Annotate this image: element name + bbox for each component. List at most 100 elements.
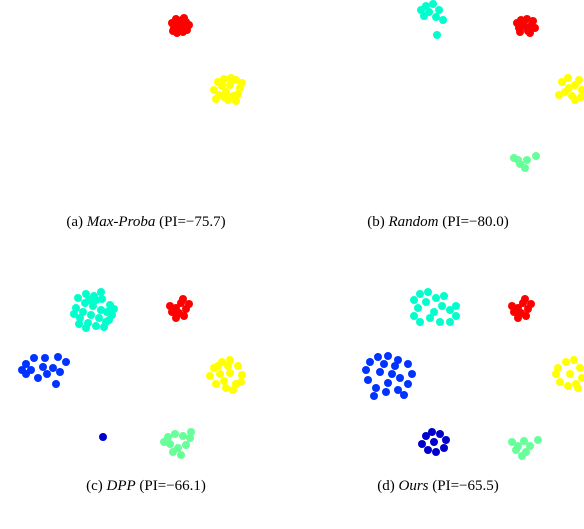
scatter-point [216,370,224,378]
caption-b-label: (b) [367,214,385,230]
scatter-point [564,74,572,82]
series-4 [418,428,450,456]
scatter-point [74,294,82,302]
scatter-plot-b [417,0,584,172]
scatter-point [175,22,183,30]
scatter-point [183,26,191,34]
scatter-point [552,370,560,378]
scatter-point [222,384,230,392]
scatter-point [517,309,525,317]
scatter-point [100,323,108,331]
scatter-point [430,438,438,446]
scatter-point [410,296,418,304]
series-3 [510,152,540,172]
scatter-point [439,16,447,24]
scatter-point [232,97,240,105]
scatter-point [220,93,228,101]
scatter-point [166,302,174,310]
caption-d: (d) Ours (PI=−65.5) [292,478,584,495]
scatter-point [18,366,26,374]
series-3 [552,356,584,392]
scatter-point [404,380,412,388]
scatter-point [428,428,436,436]
series-5 [508,436,542,460]
scatter-point [99,433,107,441]
scatter-point [22,360,30,368]
scatter-point [400,391,408,399]
scatter-point [87,311,95,319]
scatter-point [226,369,234,377]
scatter-point [370,392,378,400]
scatter-point [185,300,193,308]
caption-b-method: Random [388,214,439,230]
scatter-point [430,308,438,316]
series-1 [210,74,246,105]
scatter-point [30,354,38,362]
scatter-point [452,312,460,320]
caption-d-label: (d) [377,478,395,494]
scatter-point [79,308,87,316]
scatter-point [566,370,574,378]
scatter-point [226,81,234,89]
scatter-point [376,368,384,376]
scatter-point [177,451,185,459]
scatter-point [70,310,78,318]
scatter-point [43,370,51,378]
series-0 [508,295,535,322]
panel-b: (b) Random (PI=−80.0) [292,0,584,264]
panel-a: (a) Max-Proba (PI=−75.7) [0,0,292,264]
scatter-point [56,368,64,376]
scatter-point [186,434,194,442]
scatter-point [523,156,531,164]
scatter-point [372,384,380,392]
scatter-point [574,384,582,392]
scatter-point [429,0,437,8]
scatter-point [27,366,35,374]
caption-c: (c) DPP (PI=−66.1) [0,478,292,495]
scatter-point [436,430,444,438]
scatter-point [362,366,370,374]
scatter-point [414,304,422,312]
scatter-point [224,362,232,370]
scatter-point [234,362,242,370]
scatter-point [394,356,402,364]
scatter-point [187,428,195,436]
caption-c-method: DPP [106,478,136,494]
series-1 [70,288,118,332]
scatter-point [82,324,90,332]
caption-c-pi: (PI=−66.1) [139,478,206,494]
scatter-point [220,377,228,385]
scatter-point [534,436,542,444]
caption-d-method: Ours [398,478,429,494]
scatter-point [105,316,113,324]
series-3 [206,356,246,394]
scatter-point [424,288,432,296]
scatter-point [206,372,214,380]
scatter-point [382,388,390,396]
scatter-point [54,353,62,361]
panel-d: (d) Ours (PI=−65.5) [292,264,584,528]
caption-b: (b) Random (PI=−80.0) [292,214,584,231]
scatter-point [391,362,399,370]
scatter-point [521,295,529,303]
series-1 [410,288,460,326]
scatter-point [564,382,572,390]
series-4 [99,433,107,441]
scatter-point [432,13,440,21]
scatter-point [452,302,460,310]
scatter-point [577,93,584,101]
caption-b-pi: (PI=−80.0) [442,214,509,230]
scatter-point [508,438,516,446]
caption-a: (a) Max-Proba (PI=−75.7) [0,214,292,231]
scatter-point [384,379,392,387]
scatter-point [555,91,563,99]
scatter-point [440,444,448,452]
scatter-plot-c [18,288,246,459]
scatter-point [396,374,404,382]
scatter-point [408,370,416,378]
scatter-point [422,298,430,306]
scatter-point [570,356,578,364]
scatter-point [89,302,97,310]
scatter-point [418,440,426,448]
scatter-point [532,152,540,160]
